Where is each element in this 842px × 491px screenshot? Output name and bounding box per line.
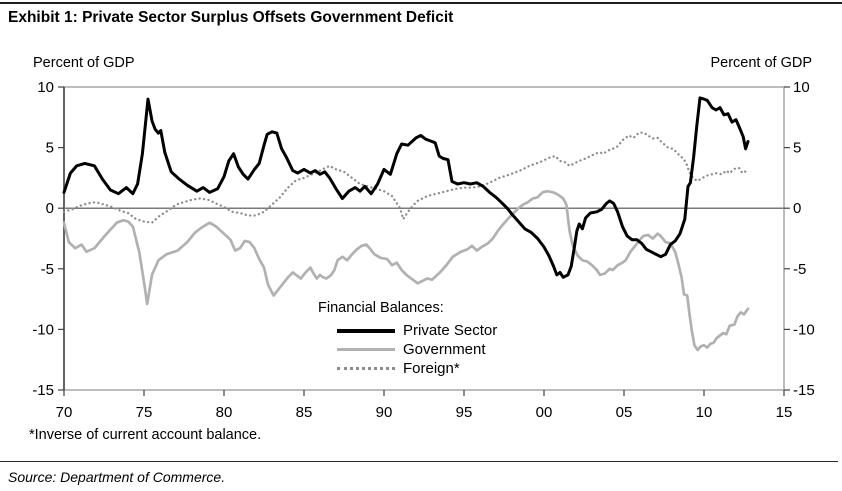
y-tick-label-left: 0 — [46, 200, 54, 217]
y-tick-label-right: 0 — [793, 200, 801, 217]
x-tick-label: 05 — [616, 404, 633, 421]
y-tick-label-right: 10 — [793, 79, 810, 96]
x-tick-label: 75 — [136, 404, 153, 421]
x-tick-label: 95 — [456, 404, 473, 421]
y-axis-label-right: Percent of GDP — [710, 55, 812, 71]
series-line-private-sector — [62, 96, 750, 279]
x-tick-label: 85 — [296, 404, 313, 421]
legend-label-foreign: Foreign* — [403, 360, 460, 377]
y-axis-label-left: Percent of GDP — [33, 55, 135, 71]
y-tick-label-left: -5 — [41, 261, 54, 278]
y-tick-label-right: -5 — [793, 261, 806, 278]
source-note: Source: Department of Commerce. — [8, 469, 226, 485]
x-tick-label: 70 — [56, 404, 73, 421]
legend-row-foreign: Foreign* — [318, 359, 497, 378]
government-line-swatch-icon — [337, 348, 395, 351]
top-rule — [0, 2, 842, 4]
x-tick-label: 90 — [376, 404, 393, 421]
private-sector-line-swatch-icon — [337, 328, 395, 333]
legend-label-government: Government — [403, 341, 486, 358]
bottom-rule — [0, 461, 838, 462]
x-tick-label: 15 — [776, 404, 793, 421]
series-line-government — [62, 189, 750, 352]
x-tick-label: 10 — [696, 404, 713, 421]
legend-row-private-sector: Private Sector — [318, 321, 497, 340]
x-tick-label: 80 — [216, 404, 233, 421]
legend-row-government: Government — [318, 340, 497, 359]
series-line-foreign — [62, 131, 749, 224]
y-tick-label-left: -15 — [32, 382, 54, 399]
y-tick-label-left: 10 — [37, 79, 54, 96]
y-tick-label-left: -10 — [32, 321, 54, 338]
y-tick-label-right: -15 — [793, 382, 815, 399]
y-tick-label-left: 5 — [46, 140, 54, 157]
foreign-dotted-swatch-icon — [337, 367, 395, 370]
chart-footnote: *Inverse of current account balance. — [29, 427, 262, 443]
legend-label-private-sector: Private Sector — [403, 322, 498, 339]
legend-title: Financial Balances: — [318, 300, 444, 316]
chart-legend: Financial Balances: Private Sector Gover… — [318, 300, 497, 378]
x-tick-label: 00 — [536, 404, 553, 421]
y-tick-label-right: 5 — [793, 140, 801, 157]
y-tick-label-right: -10 — [793, 321, 815, 338]
exhibit-title: Exhibit 1: Private Sector Surplus Offset… — [8, 9, 454, 26]
